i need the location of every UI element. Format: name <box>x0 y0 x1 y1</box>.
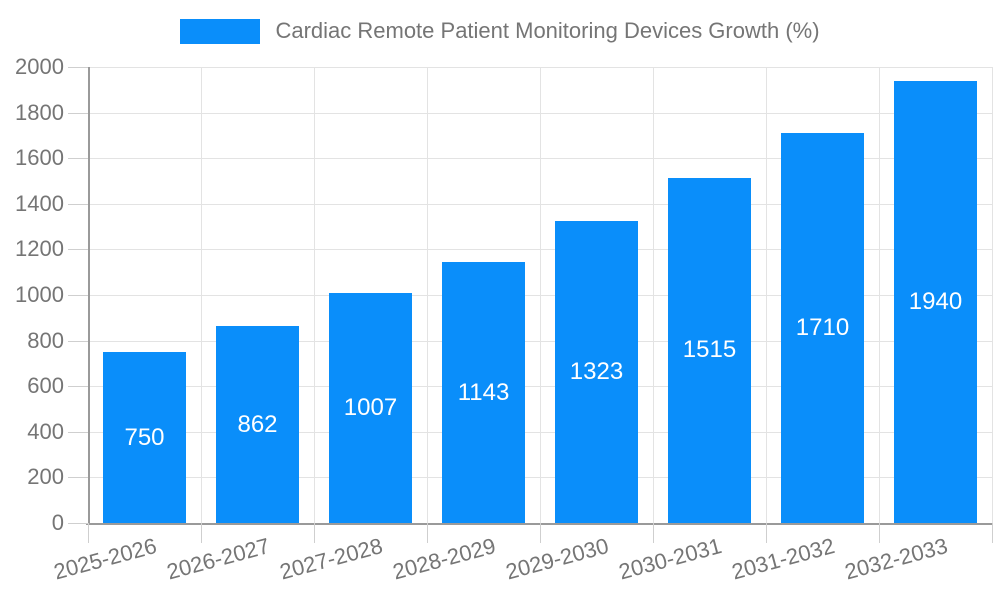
bar-2026-2027: 862 <box>216 326 299 523</box>
gridline-vertical <box>201 67 202 523</box>
bar-2031-2032: 1710 <box>781 133 864 523</box>
y-tick-label: 600 <box>27 373 64 399</box>
y-tick-label: 800 <box>27 327 64 353</box>
x-tick-mark <box>992 523 993 543</box>
y-tick-mark <box>68 249 88 251</box>
y-tick-label: 1800 <box>15 99 64 125</box>
bar-2025-2026: 750 <box>103 352 186 523</box>
x-tick-mark <box>314 523 315 543</box>
x-tick-mark <box>427 523 428 543</box>
gridline-vertical <box>314 67 315 523</box>
y-tick-label: 200 <box>27 464 64 490</box>
gridline-vertical <box>653 67 654 523</box>
x-tick-mark <box>766 523 767 543</box>
legend-swatch <box>180 18 261 44</box>
legend[interactable]: Cardiac Remote Patient Monitoring Device… <box>0 18 1000 44</box>
x-tick-mark <box>653 523 654 543</box>
bar-2028-2029: 1143 <box>442 262 525 523</box>
bar-2030-2031: 1515 <box>668 177 751 523</box>
x-tick-mark <box>88 523 89 543</box>
legend-label: Cardiac Remote Patient Monitoring Device… <box>275 18 820 43</box>
bar-value-label: 1323 <box>569 358 624 386</box>
bar-value-label: 1007 <box>343 394 398 422</box>
y-tick-label: 1000 <box>15 282 64 307</box>
bar-2032-2033: 1940 <box>894 80 977 523</box>
gridline-vertical <box>992 67 993 523</box>
y-tick-mark <box>68 203 88 205</box>
y-tick-label: 1200 <box>15 236 64 262</box>
y-tick-mark <box>68 477 88 479</box>
bar-value-label: 750 <box>124 423 165 451</box>
y-tick-mark <box>68 340 88 342</box>
y-tick-mark <box>68 386 88 388</box>
bar-2027-2028: 1007 <box>329 293 412 523</box>
bar-value-label: 1940 <box>908 287 963 315</box>
y-tick-mark <box>68 112 88 114</box>
y-tick-mark <box>68 523 88 524</box>
x-axis-line <box>86 523 992 525</box>
bar-value-label: 862 <box>237 410 278 438</box>
x-tick-mark <box>879 523 880 543</box>
y-tick-label: 1600 <box>15 145 64 171</box>
bar-value-label: 1710 <box>795 314 850 342</box>
y-tick-mark <box>68 431 88 433</box>
y-tick-label: 0 <box>51 510 64 535</box>
gridline-vertical <box>540 67 541 523</box>
gridline-vertical <box>427 67 428 523</box>
x-tick-mark <box>540 523 541 543</box>
bar-2029-2030: 1323 <box>555 221 638 523</box>
bar-value-label: 1515 <box>682 336 737 364</box>
y-tick-label: 400 <box>27 418 64 444</box>
y-tick-mark <box>68 67 88 68</box>
bar-value-label: 1143 <box>457 378 510 406</box>
gridline-vertical <box>766 67 767 523</box>
y-tick-label: 2000 <box>15 54 64 79</box>
y-tick-mark <box>68 158 88 160</box>
plot-area: 750 862 1007 1143 1323 1515 1710 1940 <box>88 67 993 523</box>
x-tick-mark <box>201 523 202 543</box>
y-axis-line <box>88 67 90 523</box>
y-tick-label: 1400 <box>15 190 64 216</box>
y-tick-mark <box>68 295 88 296</box>
gridline-vertical <box>879 67 880 523</box>
